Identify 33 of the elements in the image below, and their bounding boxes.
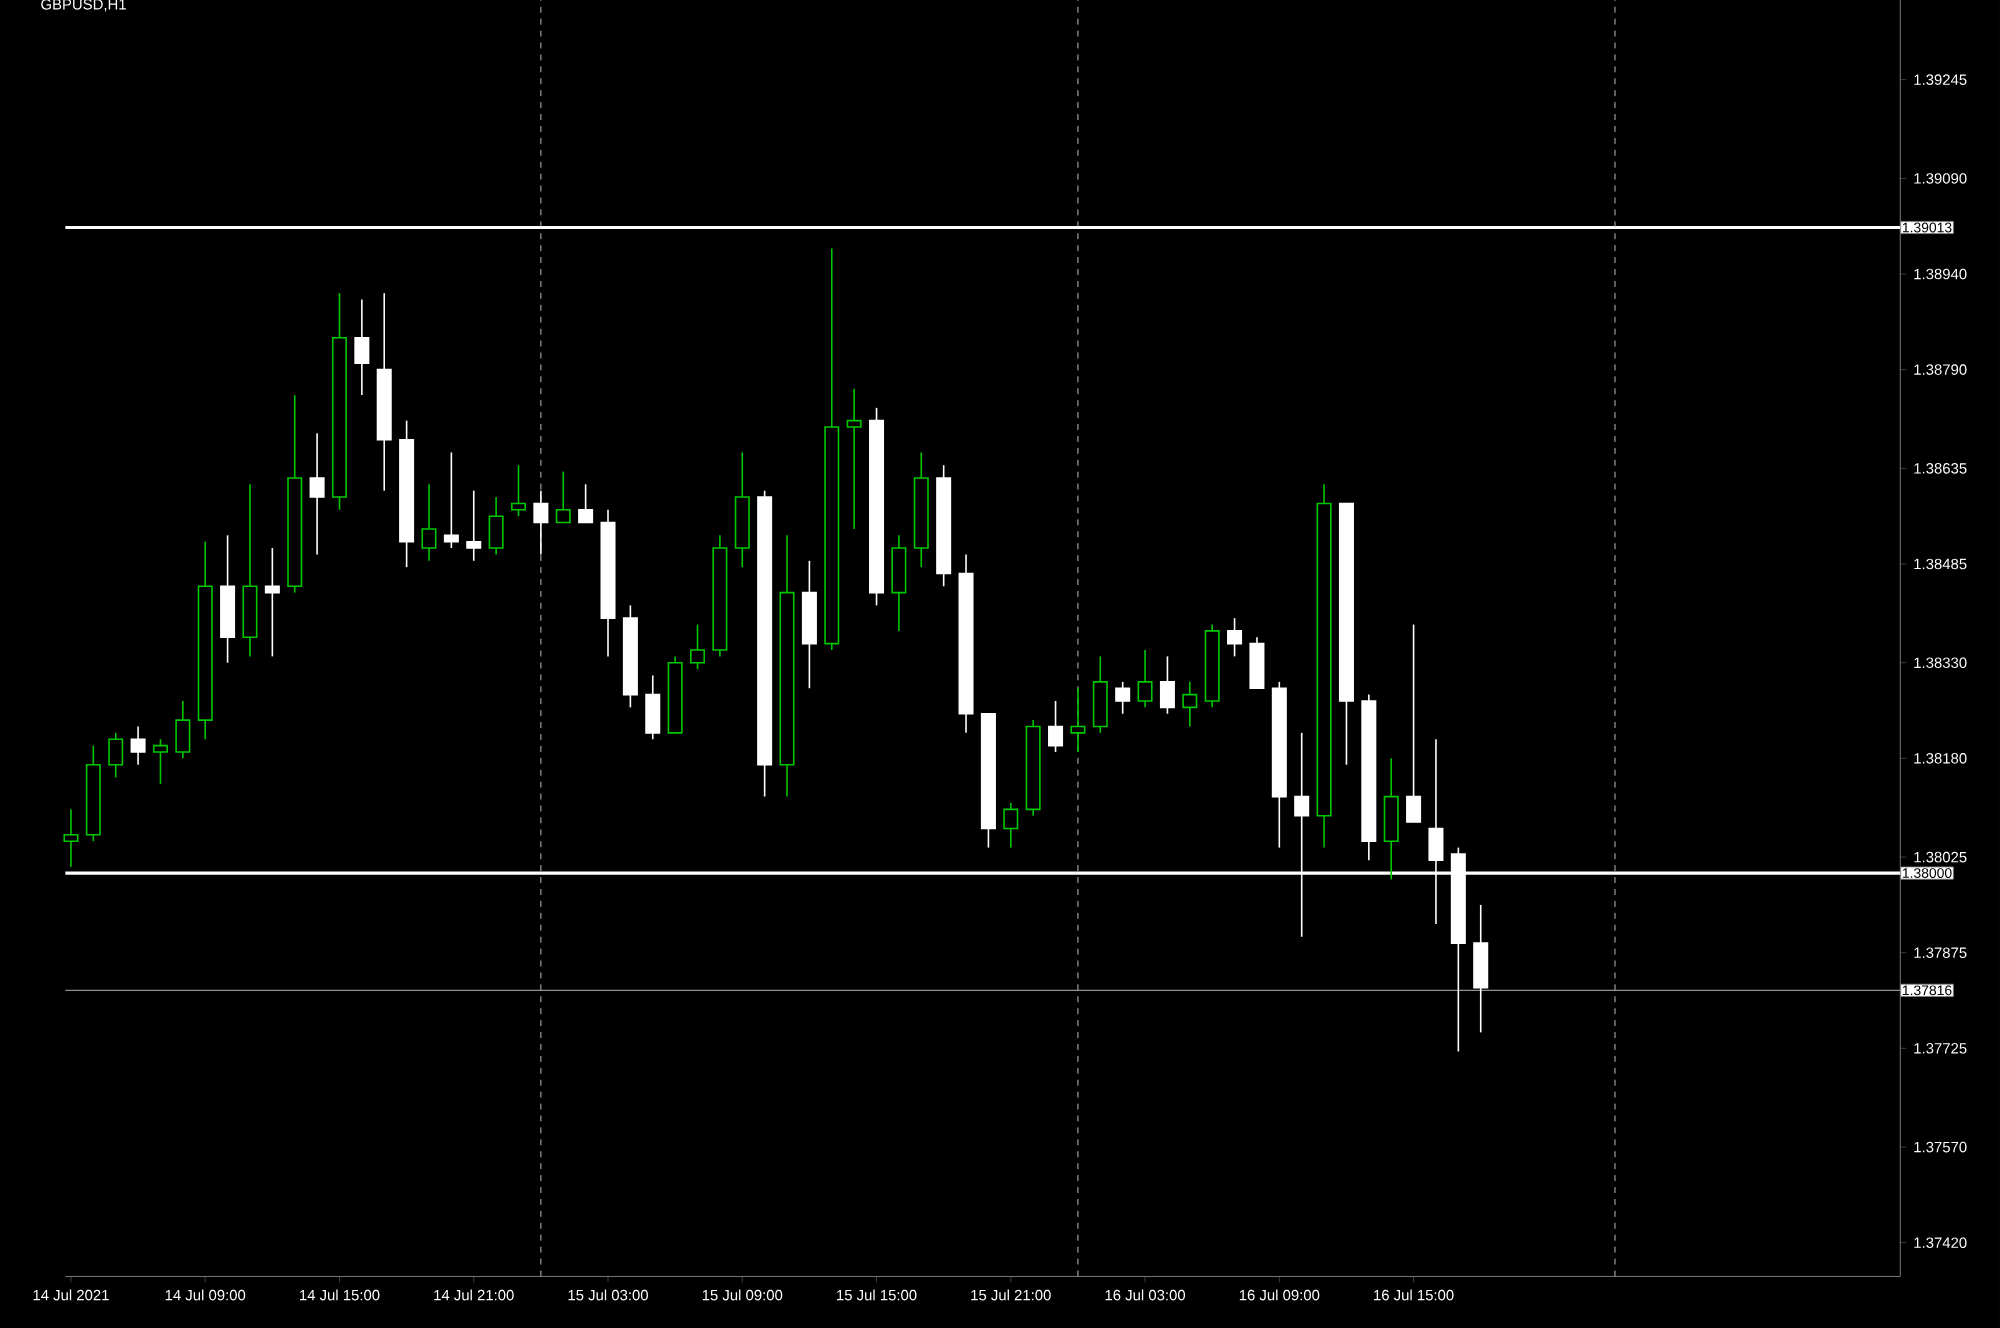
candlestick — [555, 470, 571, 524]
candlestick — [443, 451, 459, 549]
candlestick — [1473, 903, 1489, 1034]
candlestick — [690, 623, 706, 670]
candlestick — [63, 808, 79, 868]
candlestick — [466, 489, 482, 562]
candlestick — [891, 534, 907, 632]
candlestick — [152, 738, 168, 785]
candlestick — [846, 387, 862, 530]
candlestick — [1115, 680, 1131, 715]
candlestick — [645, 674, 661, 740]
candlestick — [264, 547, 280, 658]
candlestick — [421, 483, 437, 562]
candlestick — [309, 432, 325, 556]
candlestick — [1092, 655, 1108, 734]
candlestick — [533, 489, 549, 556]
candlestick — [1070, 687, 1086, 753]
candlestick — [1383, 757, 1399, 881]
candlestick — [578, 483, 594, 524]
candlestick — [175, 700, 191, 759]
candlestick — [108, 731, 124, 779]
candlestick — [1406, 623, 1422, 823]
candlestick — [1003, 802, 1019, 849]
candlestick — [510, 464, 527, 517]
candlestick — [1137, 649, 1153, 709]
candlestick — [130, 725, 146, 766]
candlestick — [488, 496, 504, 556]
candlestick — [354, 298, 370, 396]
candlestick — [1182, 680, 1198, 728]
candlestick — [1048, 700, 1064, 753]
candlestick — [1249, 636, 1265, 689]
candlestick — [1159, 655, 1175, 715]
candlestick — [1227, 617, 1243, 658]
